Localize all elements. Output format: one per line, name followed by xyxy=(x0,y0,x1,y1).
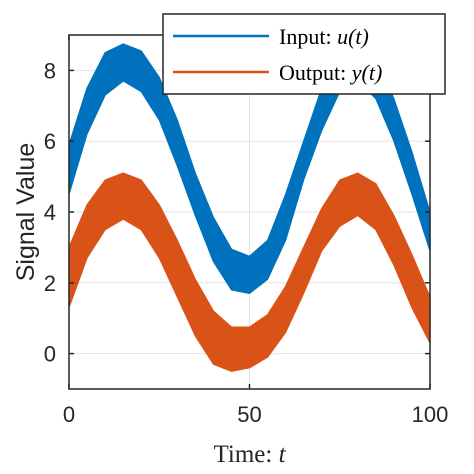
y-axis-label: Signal Value xyxy=(12,143,40,282)
x-tick-label: 0 xyxy=(63,402,75,427)
y-tick-label: 8 xyxy=(44,58,56,83)
legend-label-text: Output: xyxy=(279,60,352,85)
legend-item: Output: y(t) xyxy=(173,60,382,85)
x-tick-label: 100 xyxy=(412,402,449,427)
y-tick-label: 6 xyxy=(44,129,56,154)
y-tick-label: 4 xyxy=(44,200,56,225)
legend-label: Input: u(t) xyxy=(279,24,369,49)
x-tick-label: 50 xyxy=(237,402,261,427)
legend-box xyxy=(162,13,446,95)
legend-label-variable: y(t) xyxy=(350,60,383,85)
legend-label-variable: u(t) xyxy=(337,24,369,49)
x-axis-label: Time: t xyxy=(213,441,286,468)
x-axis-label-variable: t xyxy=(279,441,287,468)
legend-label-text: Input: xyxy=(279,24,337,49)
legend-item: Input: u(t) xyxy=(173,24,369,49)
legend-label: Output: y(t) xyxy=(279,60,382,85)
y-tick-label: 0 xyxy=(44,342,56,367)
y-tick-label: 2 xyxy=(44,271,56,296)
x-axis-label-text: Time: xyxy=(213,441,278,468)
legend: Input: u(t) Output: y(t) xyxy=(162,13,446,95)
